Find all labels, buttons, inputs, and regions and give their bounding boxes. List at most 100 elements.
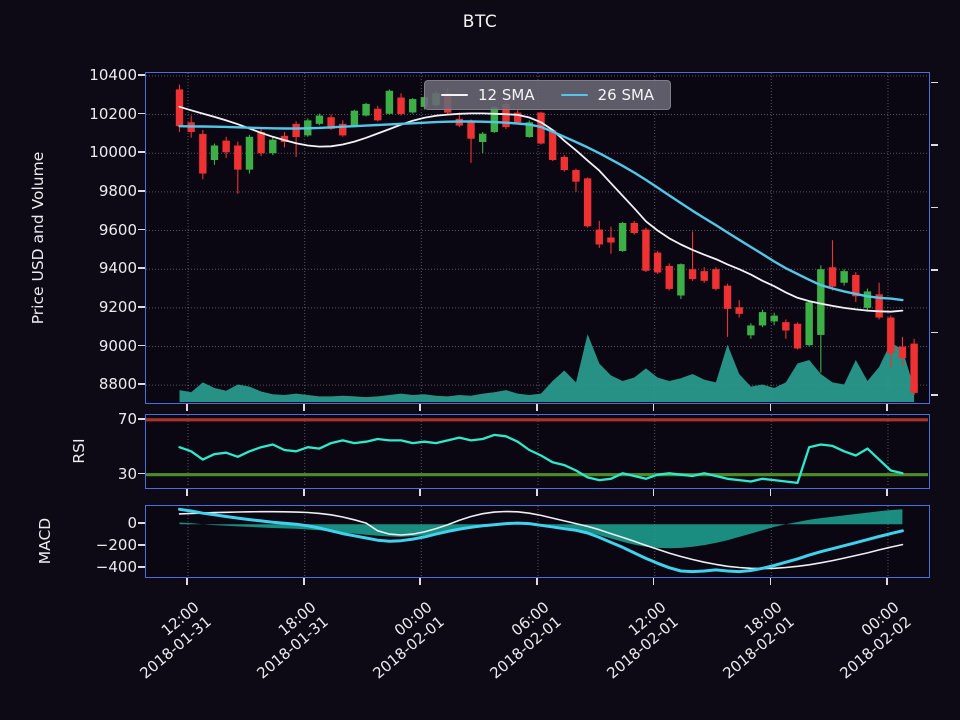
tick-mark bbox=[931, 269, 938, 271]
tick-mark bbox=[186, 578, 188, 585]
candle-body bbox=[723, 285, 732, 309]
tick-mark bbox=[931, 81, 938, 84]
rsi-line bbox=[178, 433, 904, 485]
candle-body bbox=[339, 123, 347, 136]
legend-item-sma12: 12 SMA bbox=[441, 86, 535, 104]
candle-body bbox=[513, 112, 522, 123]
legend-label-sma26: 26 SMA bbox=[597, 86, 655, 104]
candle-body bbox=[210, 145, 219, 160]
y-tick-label: 70 bbox=[117, 409, 137, 428]
candle-body bbox=[245, 136, 254, 170]
tick-mark bbox=[138, 566, 145, 569]
candle-body bbox=[548, 130, 557, 160]
candle-body bbox=[397, 97, 405, 114]
y-tick-label: 9800 bbox=[98, 181, 137, 200]
candle-body bbox=[770, 315, 778, 322]
candle-body bbox=[817, 269, 825, 335]
candle-body bbox=[583, 178, 592, 227]
candle-body bbox=[665, 265, 673, 289]
y-tick-label: 10000 bbox=[89, 143, 137, 162]
candle-body bbox=[828, 267, 837, 287]
candle-body bbox=[280, 135, 289, 143]
sma26-line bbox=[178, 120, 904, 302]
tick-mark bbox=[302, 404, 305, 411]
candle-body bbox=[315, 115, 324, 124]
candle-body bbox=[560, 156, 568, 171]
candle-body bbox=[478, 133, 487, 143]
tick-mark bbox=[138, 344, 145, 347]
candle-body bbox=[607, 237, 615, 243]
candle-body bbox=[712, 269, 720, 289]
x-tick-label: 00:00 2018-02-02 bbox=[768, 598, 915, 720]
tick-mark bbox=[652, 404, 655, 411]
candle-body bbox=[409, 99, 417, 113]
candle-body bbox=[887, 317, 895, 354]
y-tick-label: −400 bbox=[95, 558, 137, 577]
tick-mark bbox=[931, 331, 938, 334]
candle-body bbox=[525, 122, 534, 137]
tick-mark bbox=[138, 151, 145, 153]
tick-mark bbox=[138, 267, 145, 269]
candle-body bbox=[805, 302, 813, 346]
y-tick-label: 0 bbox=[127, 514, 137, 533]
tick-mark bbox=[419, 404, 422, 411]
macd-line bbox=[178, 507, 904, 574]
sma12-swatch-icon bbox=[441, 93, 468, 97]
macd-panel bbox=[145, 505, 930, 578]
macd-histogram bbox=[179, 509, 903, 549]
y-tick-label: 30 bbox=[117, 464, 137, 483]
oversold-band bbox=[146, 473, 928, 477]
candle-body bbox=[688, 269, 697, 280]
candle-body bbox=[653, 252, 662, 273]
rsi-panel bbox=[145, 414, 930, 489]
candle-body bbox=[292, 123, 300, 137]
y-tick-label: 9200 bbox=[98, 297, 137, 316]
tick-mark bbox=[186, 489, 188, 496]
candle-body bbox=[490, 107, 499, 132]
candle-body bbox=[199, 133, 207, 174]
candle-body bbox=[350, 110, 359, 127]
tick-mark bbox=[138, 383, 145, 385]
tick-mark bbox=[652, 578, 655, 585]
candle-body bbox=[910, 343, 918, 393]
y-tick-label: 9000 bbox=[98, 336, 137, 355]
candle-body bbox=[222, 140, 230, 153]
candle-body bbox=[747, 325, 755, 336]
candle-body bbox=[863, 291, 872, 308]
volume-area bbox=[179, 334, 915, 402]
signal-line bbox=[178, 510, 904, 570]
candle-body bbox=[234, 145, 242, 170]
sma12-line bbox=[178, 105, 904, 313]
overbought-band bbox=[146, 418, 928, 422]
y-tick-label: 9400 bbox=[98, 259, 137, 278]
macd-axis-label: MACD bbox=[36, 517, 54, 565]
tick-mark bbox=[138, 228, 145, 231]
price-chart bbox=[146, 73, 928, 402]
tick-mark bbox=[769, 404, 772, 411]
tick-mark bbox=[138, 544, 145, 547]
y-tick-label: 10200 bbox=[89, 104, 137, 123]
candle-body bbox=[502, 103, 510, 128]
tick-mark bbox=[536, 578, 538, 585]
candle-body bbox=[257, 131, 265, 154]
candle-body bbox=[875, 294, 883, 318]
tick-mark bbox=[138, 306, 145, 308]
candle-body bbox=[852, 275, 860, 297]
candle-body bbox=[700, 271, 708, 281]
legend-item-sma26: 26 SMA bbox=[560, 86, 655, 104]
candle-body bbox=[735, 307, 743, 314]
tick-mark bbox=[536, 489, 538, 496]
candle-body bbox=[572, 170, 580, 182]
tick-mark bbox=[138, 472, 145, 475]
candle-body bbox=[269, 139, 277, 154]
tick-mark bbox=[138, 418, 145, 420]
tick-mark bbox=[769, 489, 772, 496]
tick-mark bbox=[886, 578, 888, 585]
tick-mark bbox=[186, 404, 188, 411]
tick-mark bbox=[138, 112, 145, 115]
rsi-axis-label: RSI bbox=[70, 438, 88, 464]
macd-chart bbox=[178, 506, 904, 576]
candle-body bbox=[374, 108, 382, 121]
candle-body bbox=[618, 223, 627, 252]
candle-body bbox=[758, 312, 767, 326]
